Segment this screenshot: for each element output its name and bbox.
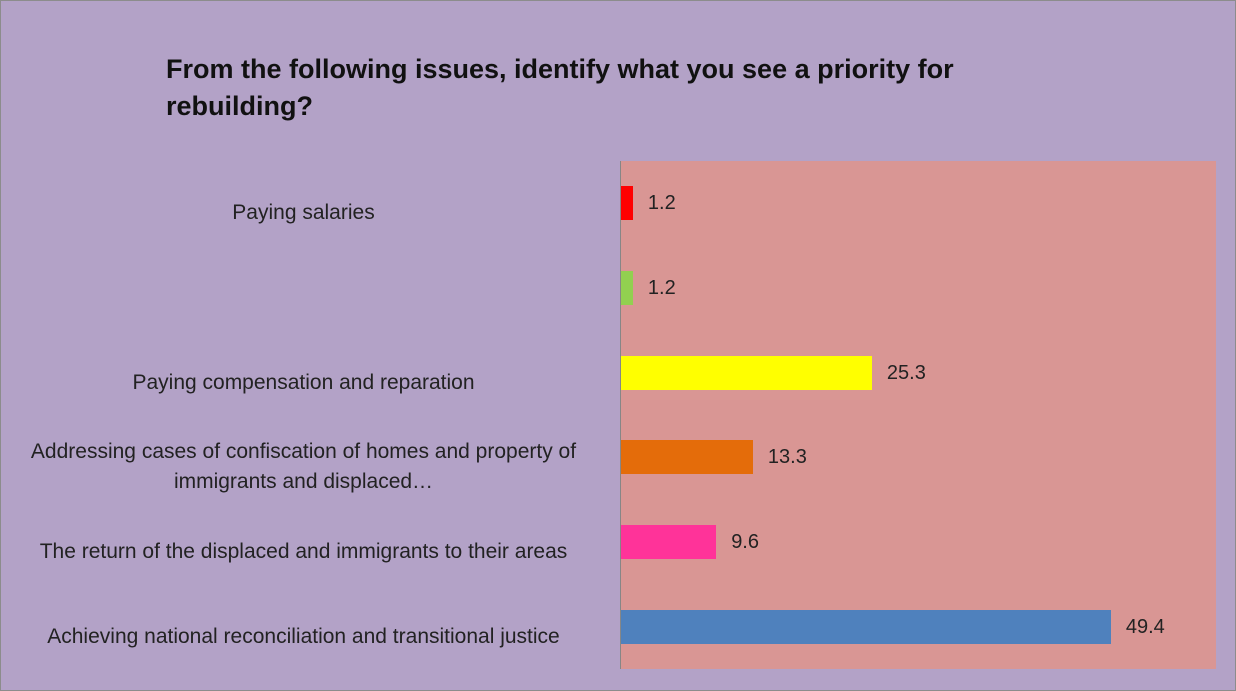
data-label: 1.2 — [647, 192, 676, 215]
category-label: Paying salaries — [232, 201, 375, 225]
category-label: Paying compensation and reparation — [132, 370, 475, 394]
bar — [621, 186, 633, 221]
category-label: Achieving national reconciliation and tr… — [47, 624, 560, 648]
bar — [621, 271, 633, 305]
data-label: 25.3 — [886, 361, 926, 384]
data-label: 1.2 — [647, 277, 676, 299]
plot-area — [621, 161, 1216, 669]
category-label: The return of the displaced and immigran… — [39, 539, 568, 563]
category-label: Addressing cases of confiscation of home… — [30, 440, 577, 494]
data-label: 9.6 — [731, 531, 759, 553]
category-axis — [620, 161, 621, 669]
bar — [621, 440, 753, 475]
data-label: 13.3 — [767, 446, 807, 469]
bar — [621, 355, 872, 390]
bar — [621, 609, 1111, 644]
data-label: 49.4 — [1125, 615, 1165, 638]
bar — [621, 525, 717, 559]
chart-title: From the following issues, identify what… — [166, 54, 954, 121]
